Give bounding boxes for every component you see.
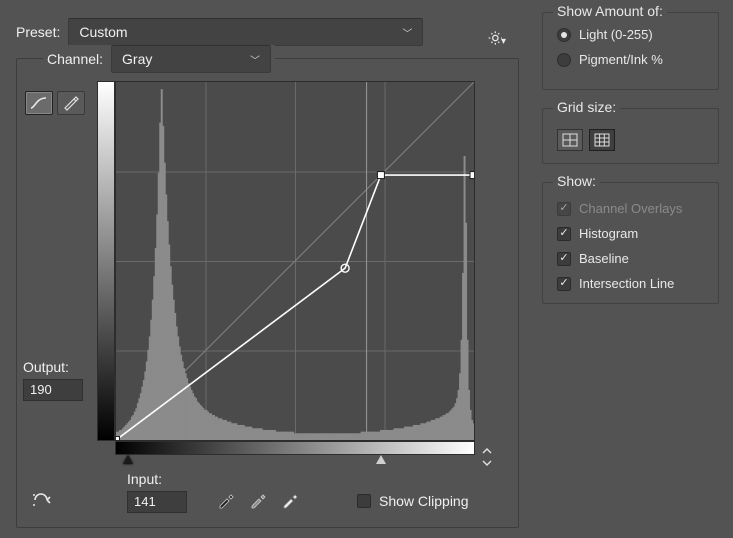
pigment-radio[interactable] [557,53,571,67]
curves-area[interactable] [115,81,475,441]
output-field[interactable]: 190 [23,379,83,401]
light-radio[interactable] [557,28,571,42]
pigment-radio-label: Pigment/Ink % [579,52,663,67]
show-group: Show: Channel OverlaysHistogramBaselineI… [542,182,719,304]
grid-large-button[interactable] [589,129,615,151]
black-eyedropper-icon[interactable] [217,491,235,512]
white-eyedropper-icon[interactable] [281,491,299,512]
auto-curve-icon[interactable] [31,491,55,512]
channel-value: Gray [122,51,152,67]
preset-value: Custom [79,24,127,40]
chevron-down-icon: ﹀ [250,52,260,67]
grid-small-button[interactable] [557,129,583,151]
output-label: Output: [23,359,83,375]
show-intline-checkbox[interactable] [557,277,571,291]
show-amount-heading: Show Amount of: [553,3,667,19]
show-intline-label: Intersection Line [579,276,674,291]
show-heading: Show: [553,173,600,189]
light-radio-label: Light (0-255) [579,27,653,42]
black-point-slider[interactable] [123,455,133,464]
channel-label: Channel: [47,51,103,67]
grid-size-group: Grid size: [542,108,719,164]
curves-group: Channel: Gray ﹀ Output: 190 [16,58,519,528]
channel-dropdown[interactable]: Gray ﹀ [111,45,271,73]
show-baseline-label: Baseline [579,251,629,266]
show-amount-group: Show Amount of: Light (0-255) Pigment/In… [542,12,719,90]
curve-line [116,82,474,440]
show-clipping-checkbox[interactable] [357,494,371,508]
point-curve-tool[interactable] [25,91,53,115]
output-gradient [97,81,115,441]
show-baseline-checkbox[interactable] [557,252,571,266]
arrows-icon [479,447,497,470]
preset-label: Preset: [16,24,60,40]
pencil-curve-tool[interactable] [57,91,85,115]
show-clipping-label: Show Clipping [379,493,469,509]
show-histogram-checkbox[interactable] [557,227,571,241]
gray-eyedropper-icon[interactable] [249,491,267,512]
chevron-down-icon: ﹀ [402,25,412,40]
input-field[interactable]: 141 [127,491,187,513]
input-label: Input: [127,471,187,487]
gear-icon[interactable]: ▾ [487,28,507,51]
input-gradient [115,441,475,455]
grid-size-heading: Grid size: [553,99,620,115]
white-point-slider[interactable] [376,455,386,464]
show-overlays-label: Channel Overlays [579,201,682,216]
show-histogram-label: Histogram [579,226,638,241]
show-overlays-checkbox [557,202,571,216]
preset-dropdown[interactable]: Custom ﹀ [68,18,423,46]
